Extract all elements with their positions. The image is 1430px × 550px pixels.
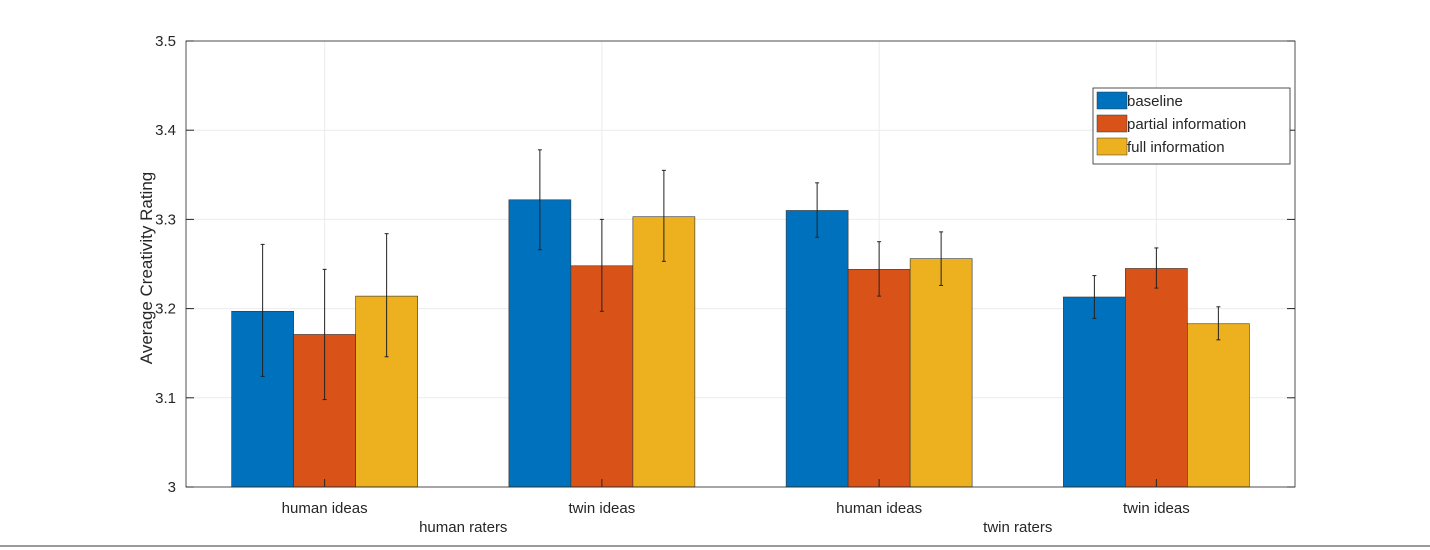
y-tick-label: 3.4: [155, 122, 176, 139]
group-label: human raters: [419, 519, 507, 536]
y-tick-label: 3.2: [155, 301, 176, 318]
y-tick-label: 3.5: [155, 33, 176, 50]
bar-baseline: [785, 210, 849, 488]
bar-partial-information: [1125, 268, 1188, 488]
bar-full-information: [909, 258, 973, 488]
axes-box: [185, 40, 1296, 488]
x-tick-label: twin ideas: [1123, 500, 1190, 517]
bar-partial-information: [847, 269, 911, 488]
y-tick-label: 3: [168, 479, 176, 496]
bottom-divider: [0, 545, 1430, 547]
y-axis-label: Average Creativity Rating: [137, 172, 156, 364]
legend-swatch: [1096, 91, 1128, 110]
legend-swatch: [1096, 114, 1128, 133]
legend-label: full information: [1127, 139, 1225, 156]
legend-label: partial information: [1127, 116, 1246, 133]
y-tick-label: 3.1: [155, 390, 176, 407]
x-tick-label: twin ideas: [569, 500, 636, 517]
legend-label: baseline: [1127, 93, 1183, 110]
x-tick-label: human ideas: [836, 500, 922, 517]
bar-full-information: [1187, 323, 1250, 488]
legend-swatch: [1096, 137, 1128, 156]
y-tick-label: 3.3: [155, 211, 176, 228]
bar-baseline: [1063, 296, 1126, 488]
x-tick-label: human ideas: [282, 500, 368, 517]
group-label: twin raters: [983, 519, 1052, 536]
